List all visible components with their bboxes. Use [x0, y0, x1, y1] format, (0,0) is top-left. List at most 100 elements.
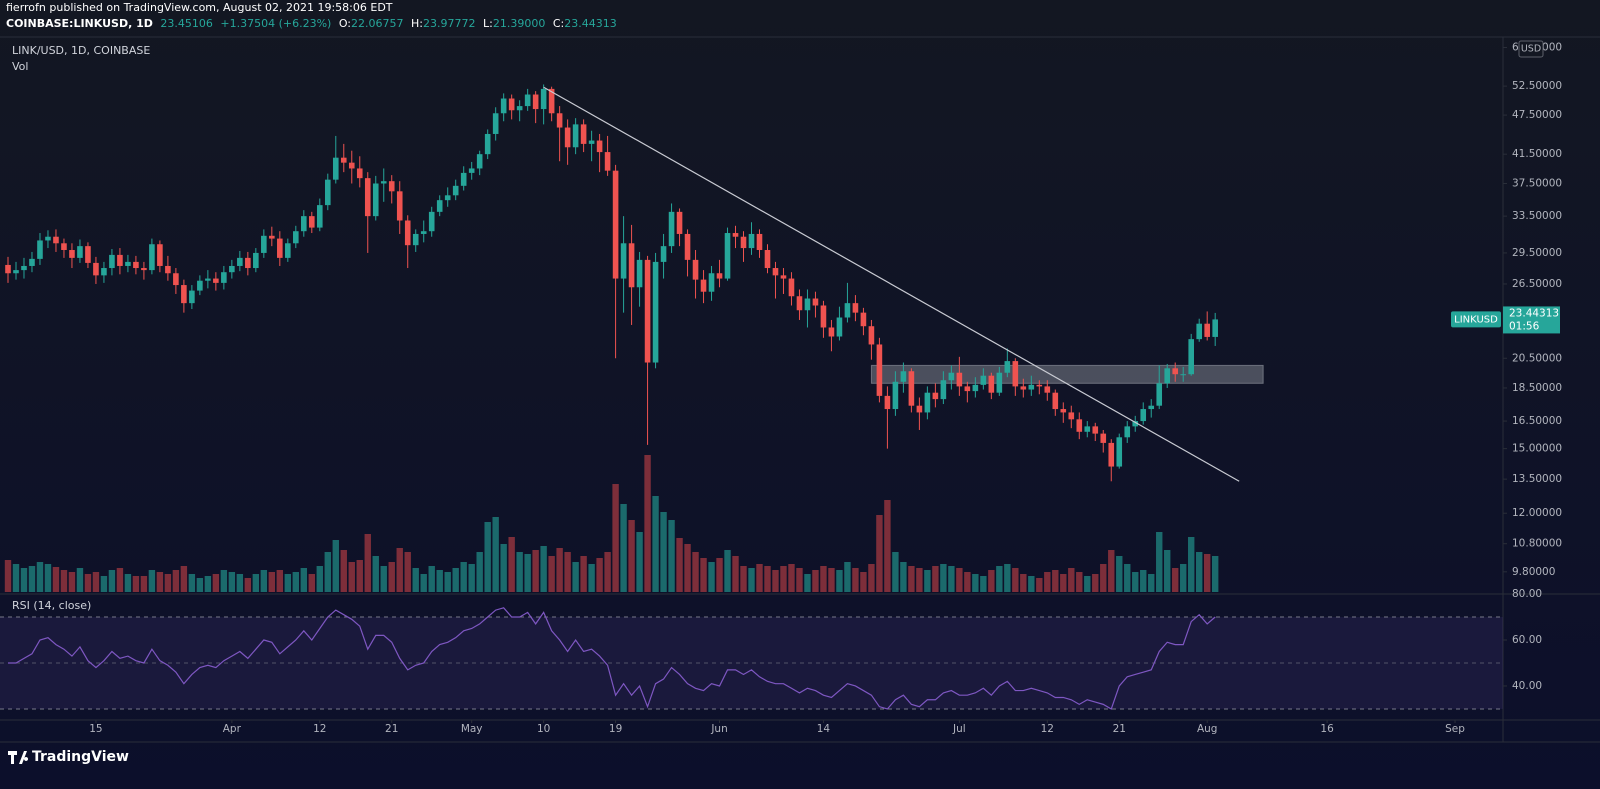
volume-bar: [4, 560, 12, 592]
candle-body: [173, 273, 179, 286]
volume-bar: [988, 570, 995, 592]
candle-body: [732, 233, 739, 237]
candle-body: [293, 231, 299, 244]
symbol-tag: [1451, 311, 1501, 328]
volume-bar: [860, 572, 867, 592]
candle-body: [428, 211, 435, 232]
x-tick-label: 21: [1113, 723, 1126, 735]
pane-title: LINK/USD, 1D, COINBASE: [12, 44, 150, 57]
candle-body: [692, 259, 699, 280]
volume-bar: [36, 562, 44, 592]
candle-body: [404, 220, 411, 246]
volume-bar: [676, 538, 683, 592]
x-tick-label: 19: [609, 723, 622, 735]
candle-body: [764, 250, 771, 269]
candle-body: [468, 168, 475, 173]
volume-bar: [868, 564, 875, 592]
candle-body: [1124, 426, 1131, 438]
volume-bar: [52, 567, 60, 592]
volume-bar: [140, 576, 148, 592]
volume-bar: [1211, 556, 1219, 592]
candle-body: [964, 386, 971, 392]
candle-body: [644, 259, 651, 363]
candle-body: [420, 231, 427, 234]
candle-body: [676, 211, 683, 234]
volume-bar: [116, 568, 124, 592]
volume-bar: [516, 552, 523, 592]
plot: 15 Apr 12 21 May 10 19 Jun 14 Jul 12 21 Aug 16 Sep 80.0…: [0, 40, 1562, 735]
candle-body: [900, 371, 907, 382]
candle-body: [660, 246, 667, 262]
candle-body: [532, 94, 539, 110]
volume-bar: [772, 570, 779, 592]
volume-bar: [108, 570, 116, 592]
volume-bar: [612, 484, 619, 592]
y-tick-label: 9.80000: [1512, 566, 1555, 578]
x-tick-label: Jun: [710, 723, 727, 735]
candle-body: [109, 254, 115, 269]
candle-body: [1020, 386, 1027, 390]
volume-bar: [956, 568, 963, 592]
volume-bar: [948, 566, 955, 592]
candle-body: [93, 262, 99, 276]
volume-bar: [308, 574, 315, 592]
candle-body: [452, 185, 459, 196]
volume-bar: [204, 576, 212, 592]
volume-bar: [396, 548, 403, 592]
x-tick-label: 21: [385, 723, 398, 735]
volume-bar: [492, 517, 499, 592]
volume-bar: [1196, 552, 1203, 592]
candle-body: [1060, 409, 1067, 413]
symbol-line: COINBASE:LINKUSD, 1D 23.45106 +1.37504 (…: [6, 17, 617, 30]
candle-body: [213, 278, 219, 283]
volume-bar: [732, 556, 739, 592]
volume-bar: [684, 544, 691, 592]
volume-bar: [284, 574, 292, 592]
candle-body: [852, 303, 859, 313]
y-tick-label: 20.50000: [1512, 352, 1562, 364]
volume-bar: [508, 537, 515, 592]
candle-body: [996, 372, 1003, 393]
volume-bar: [300, 568, 307, 592]
candle-body: [548, 88, 555, 114]
volume-bar: [252, 574, 260, 592]
volume-bar: [380, 566, 387, 592]
y-tick-label: 37.50000: [1512, 177, 1562, 189]
volume-bar: [1203, 554, 1211, 592]
volume-bar: [444, 572, 451, 592]
publisher-line: fierrofn published on TradingView.com, A…: [6, 1, 393, 14]
candle-body: [1036, 384, 1043, 387]
ohlc-label: O:: [339, 17, 351, 30]
ohlc-value: 23.97772: [423, 17, 476, 30]
volume-bar: [76, 568, 84, 592]
volume-bar: [844, 562, 851, 592]
volume-bar: [172, 570, 180, 592]
candle-body: [868, 326, 875, 345]
volume-bar: [452, 568, 459, 592]
candle-body: [604, 152, 611, 171]
volume-bar: [724, 550, 731, 592]
candle-body: [1044, 386, 1051, 393]
volume-bar: [292, 572, 300, 592]
volume-bar: [92, 572, 100, 592]
volume-bar: [436, 570, 443, 592]
volume-bar: [644, 455, 651, 592]
volume-bar: [180, 566, 188, 592]
candle-body: [972, 384, 979, 392]
candle-body: [492, 113, 499, 134]
candle-body: [524, 94, 531, 107]
volume-bar: [588, 564, 595, 592]
candle-body: [780, 275, 787, 279]
volume-bar: [244, 578, 252, 592]
candle-body: [716, 273, 723, 279]
candle-body: [844, 303, 851, 318]
candle-body: [444, 195, 451, 201]
candle-body: [285, 243, 291, 258]
candle-body: [596, 140, 603, 153]
y-tick-label: 47.50000: [1512, 109, 1562, 121]
volume-bar: [916, 568, 923, 592]
candle-body: [564, 127, 571, 148]
volume-bar: [124, 574, 132, 592]
candle-body: [740, 236, 747, 249]
